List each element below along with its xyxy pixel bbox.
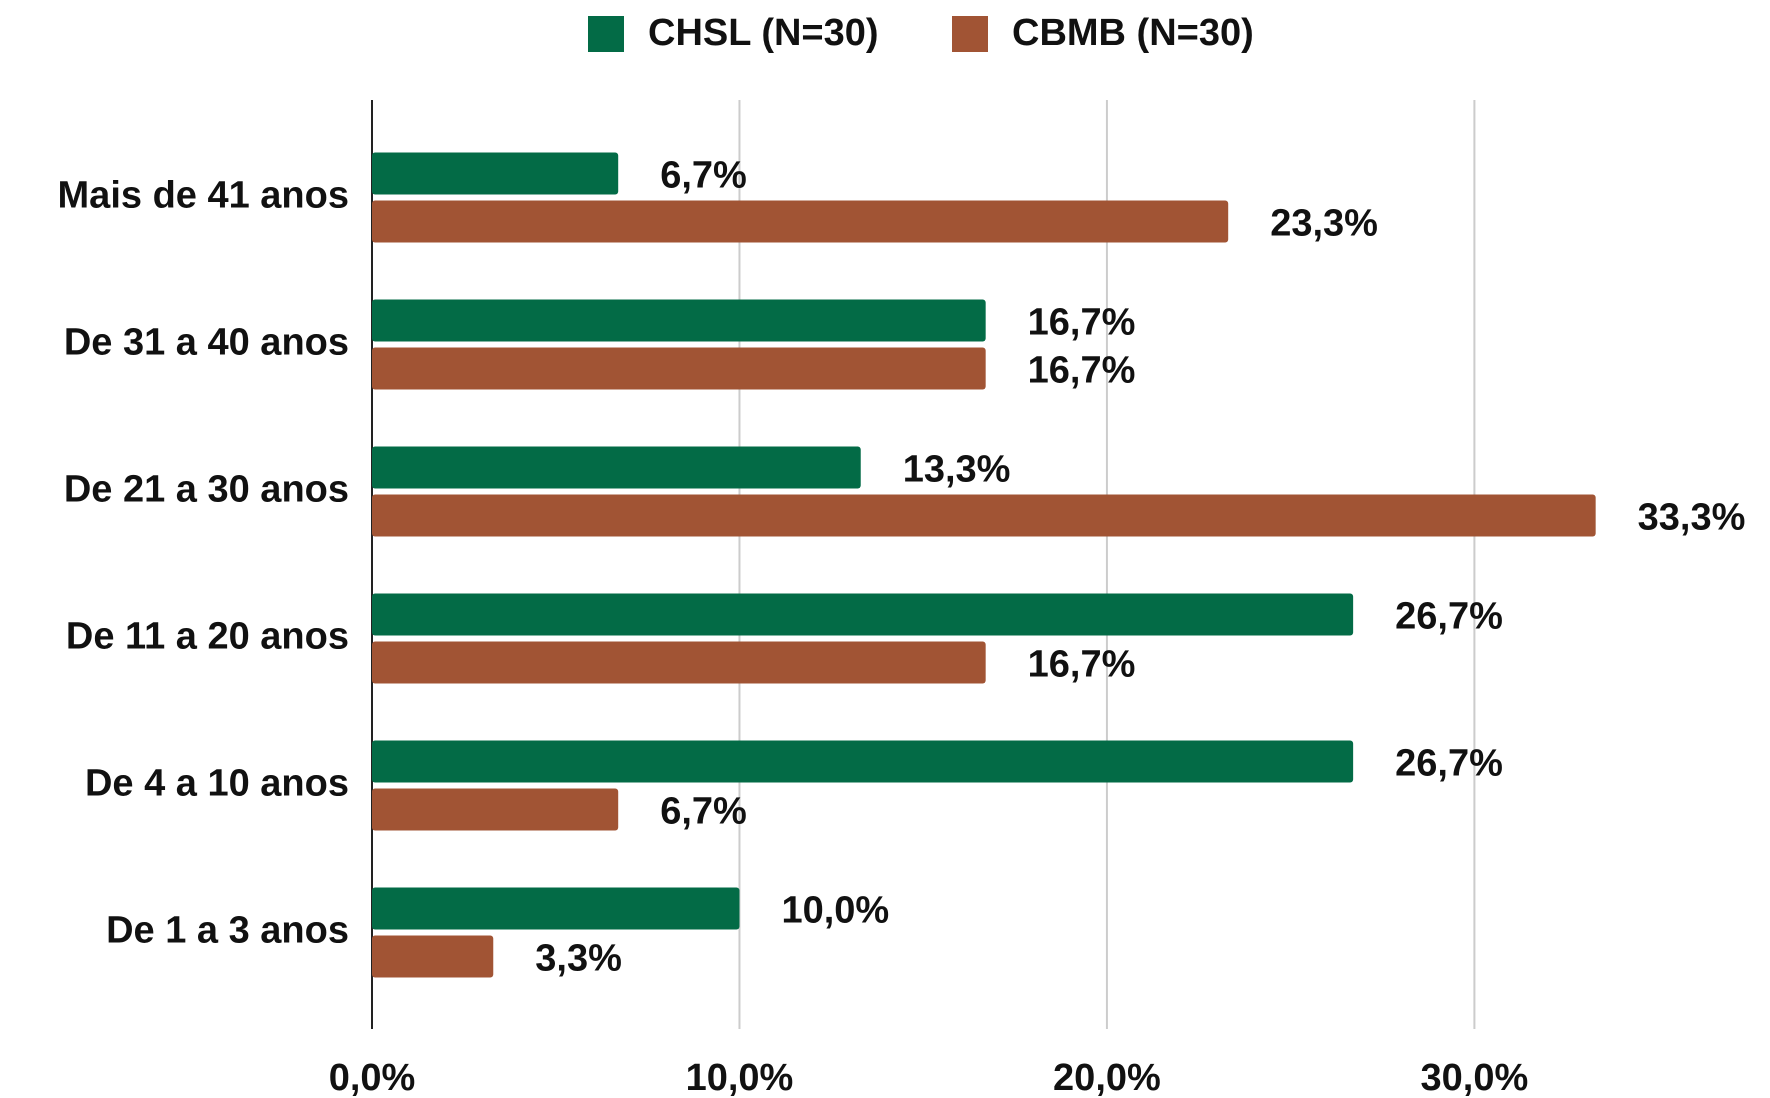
data-label: 16,7% (1028, 644, 1136, 686)
legend-label: CHSL (N=30) (648, 12, 879, 54)
data-label: 13,3% (903, 449, 1011, 491)
data-label: 10,0% (781, 890, 889, 932)
data-label: 16,7% (1028, 302, 1136, 344)
bar (372, 347, 986, 390)
data-label: 6,7% (660, 791, 747, 833)
x-tick-label: 30,0% (1421, 1057, 1529, 1098)
y-tick-label: Mais de 41 anos (58, 175, 349, 217)
data-label: 3,3% (535, 938, 622, 980)
data-label: 26,7% (1395, 743, 1503, 785)
y-tick-label: De 1 a 3 anos (106, 910, 349, 952)
legend-swatch (952, 16, 988, 52)
data-label: 16,7% (1028, 350, 1136, 392)
y-tick-label: De 21 a 30 anos (64, 469, 349, 511)
data-label: 33,3% (1638, 497, 1746, 539)
bar (372, 446, 861, 489)
bar (372, 593, 1354, 636)
bar (372, 200, 1229, 243)
data-label: 6,7% (660, 155, 747, 197)
y-tick-label: De 31 a 40 anos (64, 322, 349, 364)
x-tick-label: 0,0% (329, 1057, 416, 1098)
bar (372, 641, 986, 684)
data-label: 23,3% (1270, 203, 1378, 245)
legend-label: CBMB (N=30) (1012, 12, 1254, 54)
x-tick-label: 10,0% (686, 1057, 794, 1098)
y-tick-label: De 4 a 10 anos (85, 763, 349, 805)
bar (372, 494, 1596, 537)
data-label: 26,7% (1395, 596, 1503, 638)
bar (372, 152, 619, 195)
bar (372, 299, 986, 342)
bar (372, 887, 740, 930)
y-tick-label: De 11 a 20 anos (66, 616, 349, 658)
bar (372, 788, 619, 831)
bar (372, 740, 1354, 783)
legend-swatch (588, 16, 624, 52)
bar (372, 935, 494, 978)
x-tick-label: 20,0% (1053, 1057, 1161, 1098)
